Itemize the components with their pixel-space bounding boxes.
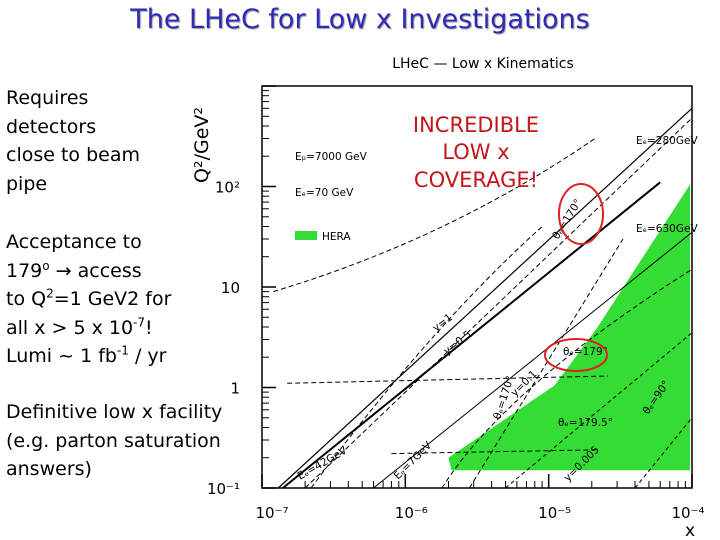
legend-electron-energy: Eₑ=70 GeV [295, 187, 354, 199]
arrow-icon: → [55, 259, 72, 282]
x-tick-label: 10⁻⁶ [395, 504, 428, 522]
highlight-ellipse [558, 183, 604, 245]
y-tick-label: 10⁻¹ [207, 480, 240, 498]
kinematic-line-y0005 [505, 332, 693, 489]
line-label: y=1 [430, 312, 454, 335]
x-tick-label: 10⁻⁷ [255, 504, 288, 522]
y-tick-label: 10² [215, 179, 240, 197]
acceptance-line-3: to Q2=1 GeV2 for [6, 286, 172, 310]
x-tick-label: 10⁻⁴ [671, 504, 704, 522]
chart-title: LHeC — Low x Kinematics [392, 56, 574, 72]
theta-170-line [273, 138, 596, 293]
line-label: θₑ=179° [563, 346, 608, 358]
beam-energy-label: Eₑ=630GeV [636, 223, 698, 235]
beam-energy-label: Eₑ=280GeV [636, 135, 698, 147]
y-axis-label: Q²/GeV² [191, 107, 213, 183]
coverage-callout: INCREDIBLE LOW x COVERAGE! [412, 113, 540, 192]
acceptance-line-2: 179o → access [6, 258, 142, 282]
acceptance-line-5: Lumi ~ 1 fb-1 / yr [6, 343, 167, 367]
legend-proton-energy: Eₚ=7000 GeV [295, 151, 368, 163]
line-label: y=0.5 [441, 328, 473, 357]
x-axis-label: x [685, 521, 695, 540]
theta-179-line [287, 375, 609, 384]
line-label: θₑ=170° [550, 197, 584, 241]
y-tick-label: 10 [221, 279, 240, 297]
slide-title: The LHeC for Low x Investigations [130, 4, 590, 35]
line-label: θₑ=179.5° [558, 417, 613, 429]
kinematic-line-y1 [277, 107, 693, 489]
bullet-definitive: Definitive low x facility (e.g. parton s… [6, 401, 223, 480]
y-tick-label: 1 [230, 380, 240, 398]
electron-energy-42-line [310, 226, 543, 489]
theta-1795-line [391, 449, 598, 455]
bullet-detectors: Requires detectors close to beam pipe [6, 87, 140, 195]
line-label: Eₑ=7GeV [392, 439, 435, 482]
legend-hera-swatch [295, 231, 317, 240]
x-tick-label: 10⁻⁵ [538, 504, 571, 522]
highlight-ellipse [544, 338, 608, 372]
bullet-acceptance: Acceptance to 179o → access to Q2=1 GeV2… [6, 228, 216, 371]
kinematic-line-y01 [373, 231, 693, 489]
acceptance-line-1: Acceptance to [6, 231, 142, 253]
hera-region [448, 184, 690, 471]
line-label: Eₑ=42GeV [296, 444, 350, 482]
kinematic-line-y0005-lower [634, 417, 693, 489]
acceptance-line-4: all x > 5 x 10-7! [6, 315, 153, 339]
legend-hera-label: HERA [322, 231, 351, 243]
electron-energy-7-line [441, 268, 693, 489]
kinematic-line-y05 [304, 117, 693, 489]
theta-90-line [468, 238, 624, 489]
